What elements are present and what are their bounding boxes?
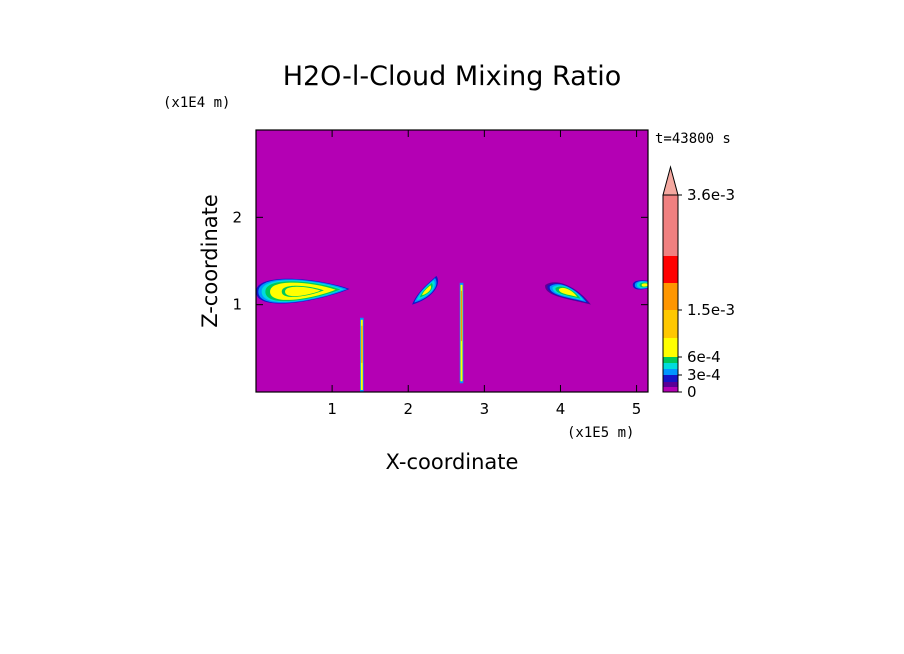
y-axis: 12 [232,208,648,314]
contour-fill [256,275,648,392]
x-tick-label: 4 [556,400,566,418]
cloud-1 [256,278,350,304]
colorbar-swatch [663,375,678,382]
streak-1-core [361,325,363,363]
colorbar-frame [662,194,679,393]
colorbar-swatch [663,310,678,338]
plot-frame [255,129,649,393]
cloud-3-level-6 [558,287,578,297]
cloud-2 [412,275,439,305]
colorbar-arrow [662,165,679,196]
colorbar: 03e-46e-4 1.5e-3 3.6e-3 [662,165,735,401]
cloud-4-level-6 [641,283,648,287]
colorbar-tick-label: 3.6e-3 [687,186,735,204]
cloud-2-level-6 [421,285,432,296]
colorbar-tick-label: 1.5e-3 [687,301,735,319]
x-scale-label: (x1E5 m) [567,425,634,441]
streak-2-core [461,290,463,342]
x-tick-label: 2 [403,400,413,418]
y-tick-label: 1 [232,296,242,314]
x-axis: 1 2 3 4 5 [327,130,641,418]
colorbar-swatch [663,357,678,363]
plot-area [255,129,649,393]
chart-title: H2O-l-Cloud Mixing Ratio [283,61,622,92]
colorbar-swatch [663,363,678,369]
plot-background [256,130,648,392]
colorbar-tick-label: 6e-4 [687,348,721,366]
x-tick-label: 3 [480,400,490,418]
colorbar-swatch [663,369,678,375]
colorbar-swatch [663,283,678,310]
streak-2 [459,282,464,384]
time-label: t=43800 s [655,131,731,147]
x-tick-label: 1 [327,400,337,418]
colorbar-tick-label: 0 [687,383,697,401]
y-tick-label: 2 [232,208,242,226]
x-tick-label: 5 [632,400,642,418]
cloud-3 [545,282,591,305]
colorbar-swatch [663,382,678,387]
colorbar-swatch [663,387,678,392]
colorbar-tick-label: 3e-4 [687,366,721,384]
cloud-4 [632,280,648,290]
colorbar-swatch [663,256,678,283]
streak-1 [360,317,364,392]
colorbar-swatch [663,338,678,357]
y-axis-label: Z-coordinate [198,194,222,328]
x-axis-label: X-coordinate [386,450,519,474]
colorbar-swatch [663,195,678,256]
cloud-1-level-6 [285,286,321,297]
y-scale-label: (x1E4 m) [163,95,230,111]
